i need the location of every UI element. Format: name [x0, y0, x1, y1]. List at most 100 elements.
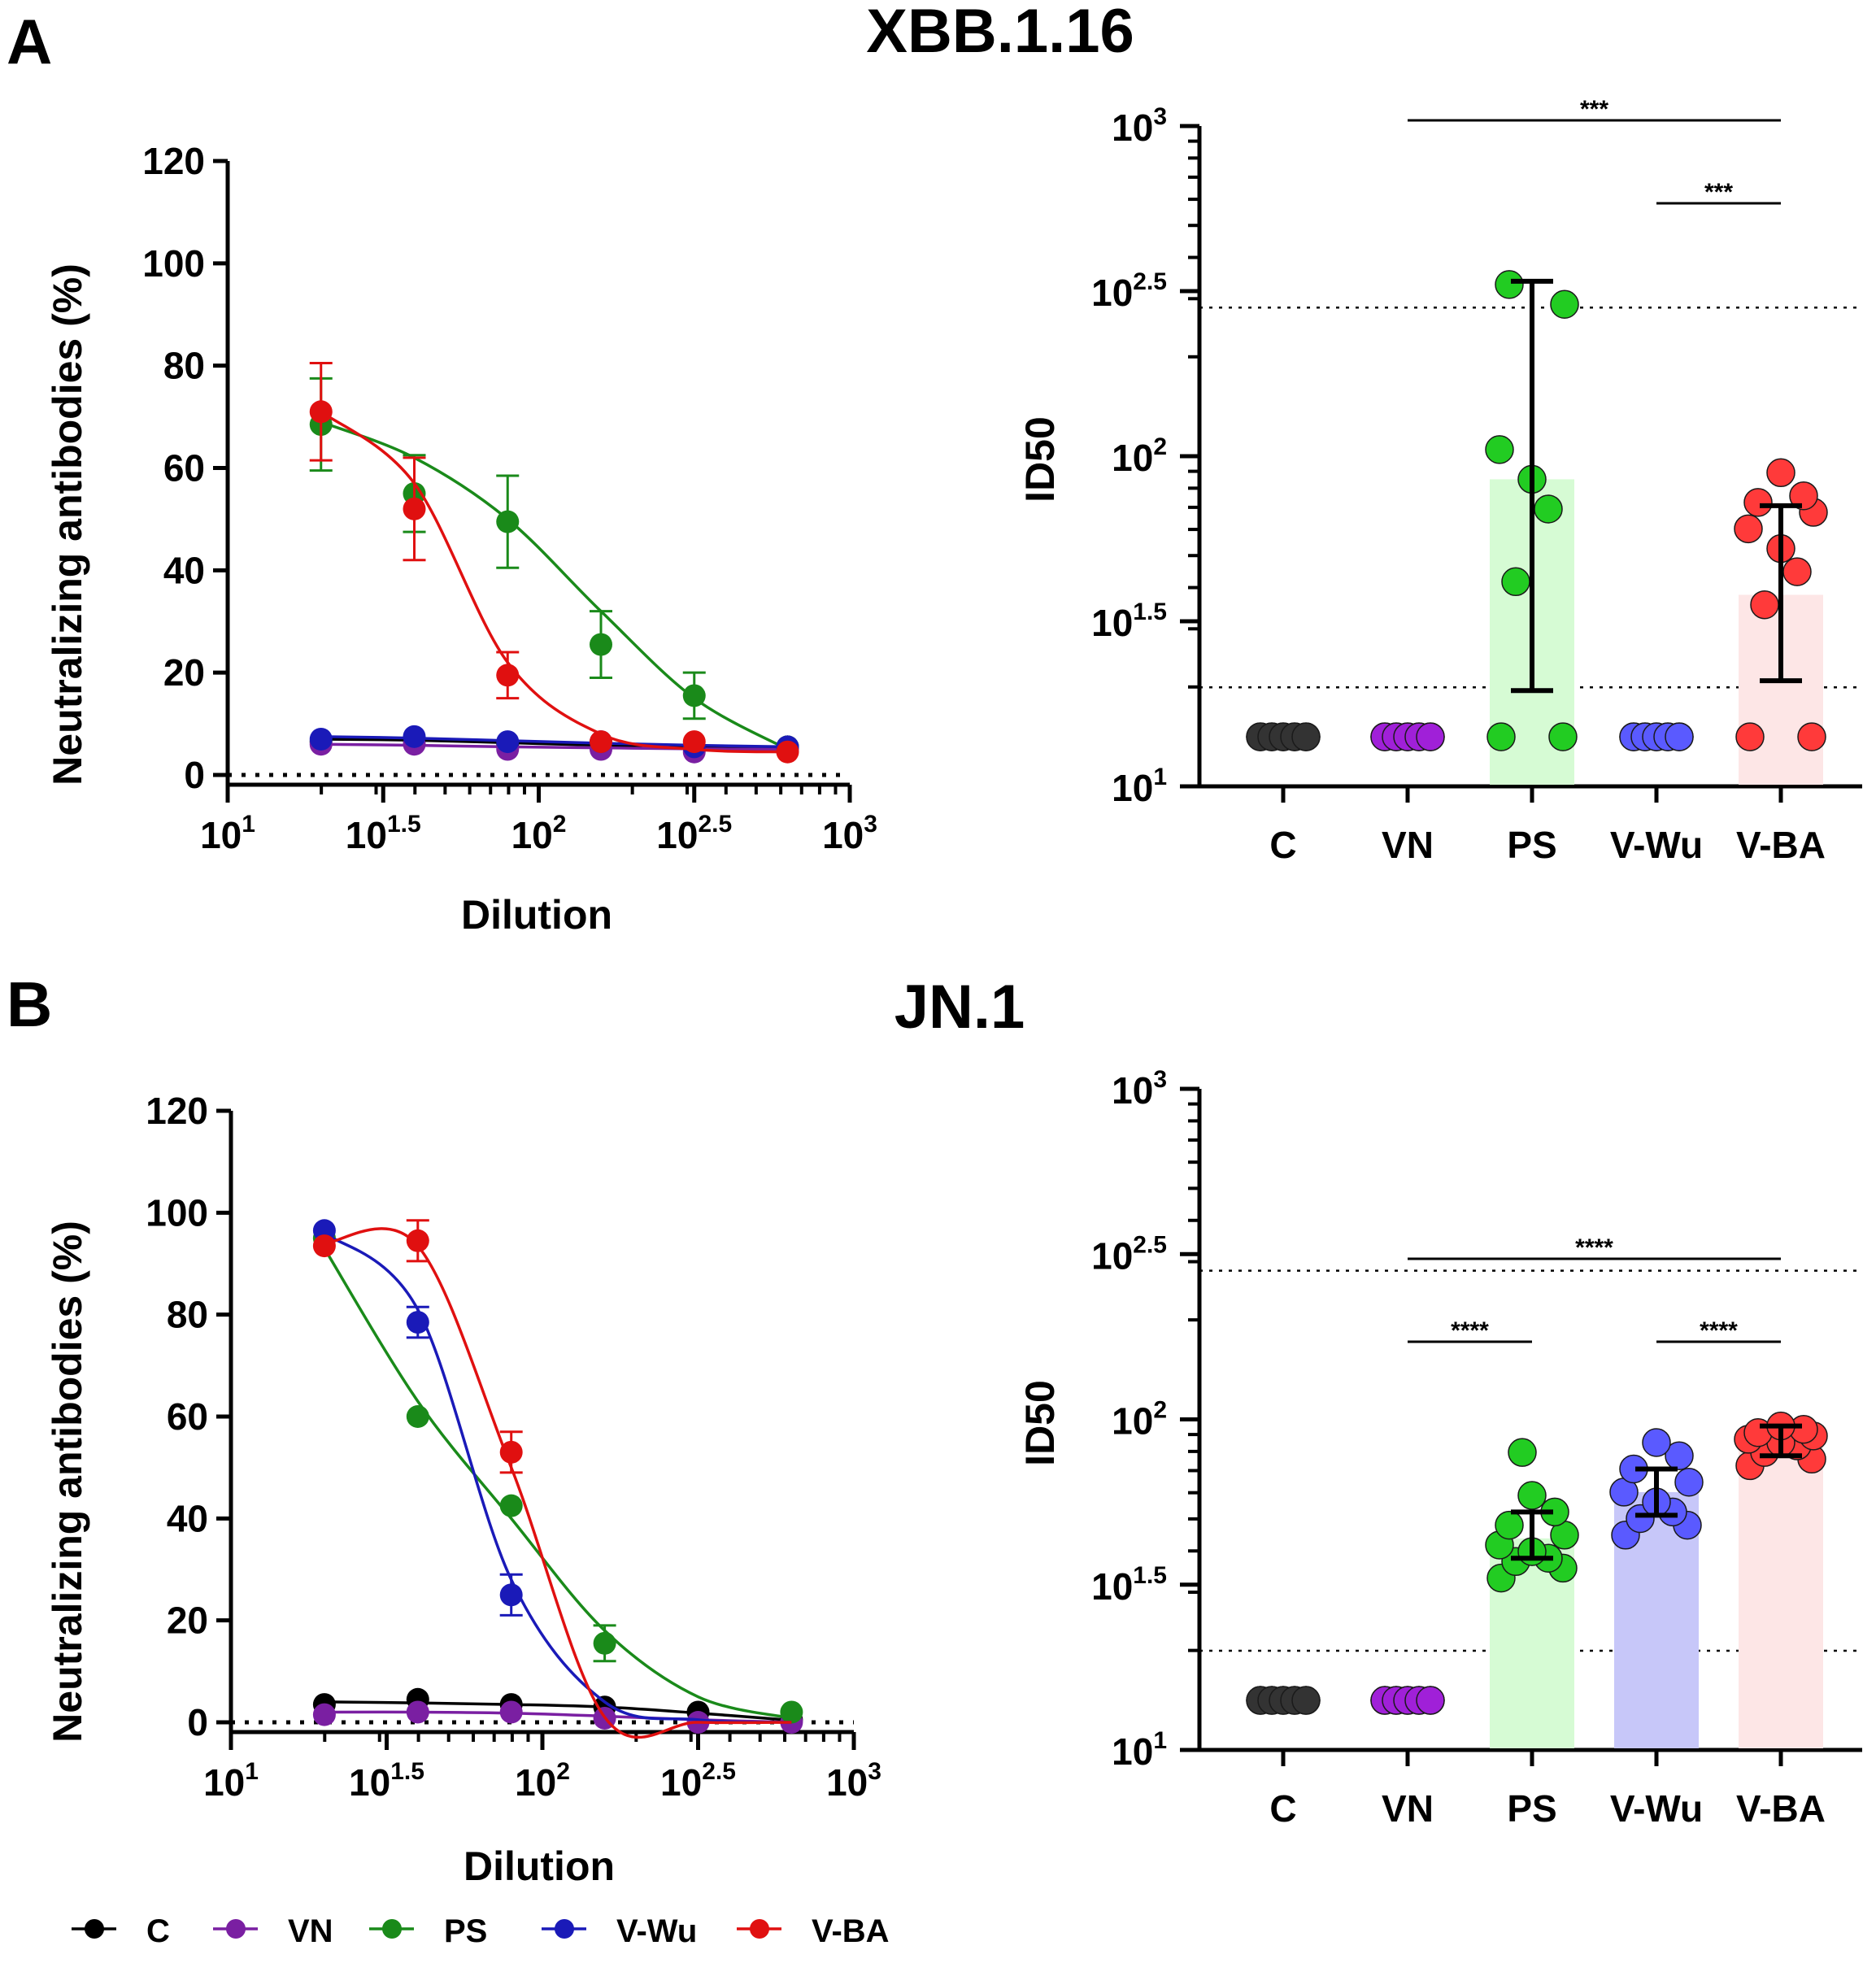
y-tick-label: 103: [1112, 1066, 1167, 1112]
data-point-vn: [406, 1700, 429, 1724]
data-point-v-ba: [312, 1234, 336, 1258]
panel-title-a: XBB.1.16: [866, 0, 1134, 66]
legend: C VN PS V-Wu V-BA: [72, 1913, 890, 1949]
category-label-c: C: [1269, 1787, 1296, 1830]
data-point-v-wu: [309, 727, 333, 751]
significance-label: ****: [1700, 1317, 1738, 1344]
fit-curve-v-ba: [320, 410, 788, 754]
curve-plot-b: 0 20 40 60 80 100 120 101 101.5 102 102.5 103: [146, 1090, 881, 1804]
y-tick-label: 101.5: [1091, 1562, 1167, 1608]
data-point-v-ba: [590, 730, 612, 754]
category-label-ps: PS: [1507, 1787, 1556, 1830]
id50-plot-a: 101 101.5 102 102.5 103 C VN PS V-Wu V-BA *** ***: [1091, 96, 1862, 866]
category-label-v-wu: V-Wu: [1610, 824, 1703, 866]
data-point-ps: [1534, 494, 1563, 524]
x-tick-label: 101.5: [349, 1758, 424, 1804]
data-point-v-wu: [1674, 1467, 1704, 1497]
x-tick-label: 101: [200, 811, 255, 856]
y-tick-label: 120: [142, 140, 205, 182]
data-point-c: [1291, 1686, 1321, 1715]
significance-label: ****: [1451, 1317, 1489, 1344]
y-tick-label: 102: [1112, 433, 1167, 479]
y-tick-label: 100: [142, 242, 205, 285]
data-point-ps: [1495, 1510, 1524, 1540]
legend-marker-ps: [382, 1919, 402, 1939]
x-tick-label: 101: [203, 1758, 259, 1804]
data-point-v-wu: [1665, 722, 1694, 751]
data-point-ps: [1485, 435, 1514, 464]
data-point-vn: [1416, 1686, 1445, 1715]
data-point-ps: [780, 1700, 803, 1724]
data-point-v-ba: [1750, 590, 1779, 620]
significance-label: ***: [1704, 179, 1733, 206]
data-point-v-wu: [1642, 1428, 1671, 1457]
mean-bar-v-ba: [1739, 1442, 1823, 1748]
fit-curve-v-wu: [323, 1232, 792, 1724]
y-tick-label: 102: [1112, 1397, 1167, 1443]
data-point-v-ba: [1797, 722, 1826, 751]
legend-marker-vn: [226, 1919, 246, 1939]
category-label-v-ba: V-BA: [1736, 1787, 1826, 1830]
data-point-v-wu: [499, 1583, 523, 1607]
y-tick-label: 101.5: [1091, 598, 1167, 644]
y-tick-label: 20: [163, 651, 205, 694]
data-point-v-ba: [1735, 722, 1765, 751]
curve-xlabel-a: Dilution: [461, 892, 612, 938]
y-tick-label: 20: [167, 1600, 208, 1642]
y-tick-label: 102.5: [1091, 1231, 1167, 1277]
data-point-v-wu: [1665, 1441, 1694, 1470]
bar-ylabel-b: ID50: [1017, 1380, 1063, 1466]
data-point-ps: [1517, 1481, 1547, 1510]
fit-curve-v-ba: [324, 1227, 792, 1739]
data-point-ps: [499, 1494, 523, 1517]
panel-letter-a: A: [7, 6, 52, 77]
legend-marker-v-ba: [750, 1919, 769, 1939]
y-tick-label: 120: [146, 1090, 208, 1132]
curve-ylabel-a: Neutralizing antibodies (%): [45, 263, 90, 786]
data-point-v-wu: [496, 730, 520, 754]
legend-label-ps: PS: [444, 1913, 487, 1949]
data-point-ps: [593, 1631, 616, 1655]
x-tick-label: 102: [511, 811, 567, 856]
legend-label-v-ba: V-BA: [812, 1913, 890, 1949]
data-point-v-wu: [406, 1311, 429, 1334]
curve-xlabel-b: Dilution: [464, 1843, 615, 1889]
y-tick-label: 100: [146, 1191, 208, 1234]
y-tick-label: 60: [163, 447, 205, 490]
legend-marker-v-wu: [555, 1919, 574, 1939]
data-point-v-ba: [1766, 458, 1795, 488]
data-point-v-ba: [499, 1440, 523, 1464]
bar-ylabel-a: ID50: [1017, 416, 1063, 503]
category-label-vn: VN: [1382, 1787, 1434, 1830]
legend-label-v-wu: V-Wu: [616, 1913, 697, 1949]
category-label-c: C: [1269, 824, 1296, 866]
data-point-ps: [682, 684, 706, 707]
y-tick-label: 101: [1112, 764, 1167, 809]
data-point-vn: [1416, 722, 1445, 751]
data-point-vn: [499, 1700, 523, 1724]
legend-label-c: C: [146, 1913, 170, 1949]
category-label-v-ba: V-BA: [1736, 824, 1826, 866]
y-tick-label: 40: [163, 549, 205, 591]
data-point-v-ba: [1743, 488, 1773, 517]
data-point-v-ba: [1782, 557, 1812, 586]
x-tick-label: 103: [822, 811, 877, 856]
data-point-v-ba: [496, 664, 520, 687]
x-tick-label: 103: [826, 1758, 881, 1804]
curve-plot-a: 0 20 40 60 80 100 120 101 101.5 102 102.5 103: [142, 140, 877, 856]
data-point-v-ba: [682, 730, 706, 754]
panel-title-b: JN.1: [894, 973, 1025, 1042]
y-tick-label: 80: [167, 1294, 208, 1336]
data-point-ps: [1550, 289, 1579, 319]
data-point-v-ba: [776, 740, 799, 764]
data-point-v-ba: [1789, 481, 1818, 511]
panel-letter-b: B: [7, 968, 52, 1040]
legend-marker-c: [85, 1919, 104, 1939]
category-label-vn: VN: [1382, 824, 1434, 866]
x-tick-label: 102.5: [656, 811, 732, 856]
significance-label: ***: [1580, 96, 1608, 123]
data-point-ps: [1495, 270, 1524, 299]
data-point-ps: [1508, 1438, 1537, 1467]
data-point-ps: [590, 633, 612, 656]
